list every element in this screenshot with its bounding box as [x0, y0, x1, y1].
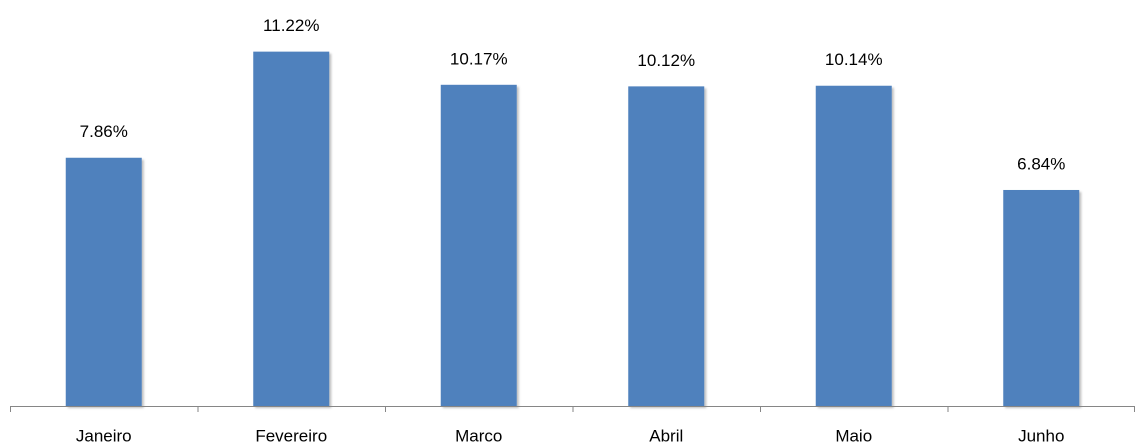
data-label: 7.86%: [80, 122, 128, 141]
bar: [815, 85, 892, 407]
bar: [440, 84, 517, 407]
data-label: 11.22%: [263, 16, 319, 35]
x-tick-label: Maio: [835, 426, 872, 445]
bar: [1003, 189, 1080, 406]
x-tick-label: Marco: [455, 426, 502, 445]
x-tick-label: Junho: [1018, 426, 1064, 445]
data-label: 6.84%: [1017, 154, 1065, 173]
bar: [253, 51, 330, 406]
data-label: 10.12%: [637, 51, 695, 70]
x-tick-label: Fevereiro: [255, 426, 327, 445]
data-label: 10.14%: [825, 50, 883, 69]
bar: [65, 157, 142, 406]
x-tick-label: Janeiro: [76, 426, 132, 445]
x-tick-label: Abril: [649, 426, 683, 445]
bar: [628, 86, 705, 407]
data-label: 10.17%: [450, 49, 508, 68]
